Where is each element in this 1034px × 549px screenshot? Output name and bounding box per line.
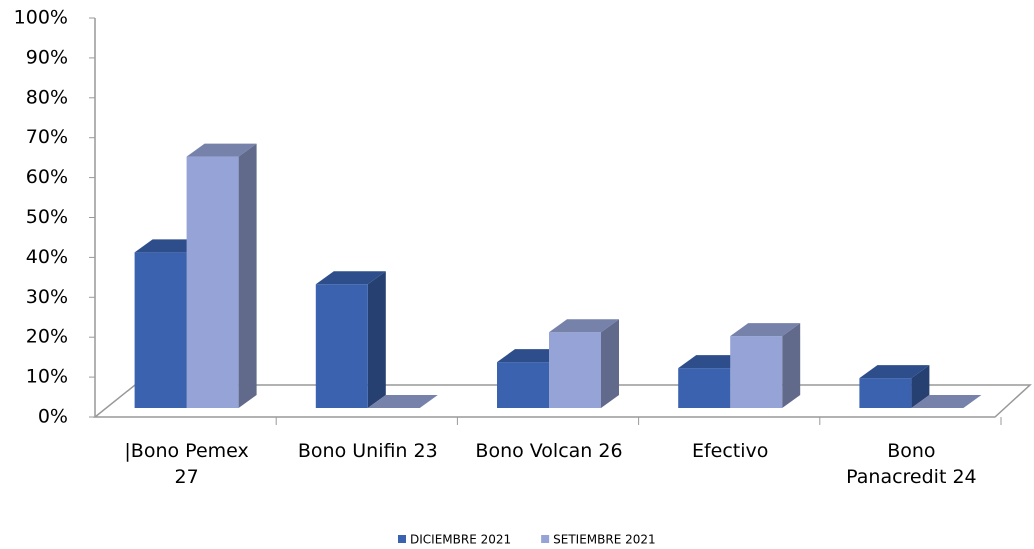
bar-front: [497, 362, 549, 408]
bar: [859, 365, 930, 408]
bar-front: [315, 284, 368, 408]
y-tick-label: 0%: [38, 406, 68, 428]
bar-top: [549, 319, 619, 333]
bar-front: [859, 378, 912, 408]
y-tick-label: 10%: [26, 366, 68, 388]
y-tick-label: 60%: [26, 166, 68, 188]
y-tick-label: 40%: [26, 246, 68, 268]
bar-top: [730, 323, 801, 337]
legend-label: SETIEMBRE 2021: [553, 533, 656, 547]
bar-side: [601, 319, 619, 408]
y-tick-label: 90%: [26, 46, 68, 68]
bar: [367, 395, 438, 408]
bar-side: [238, 143, 257, 408]
y-tick-label: 30%: [26, 286, 68, 308]
y-tick-label: 20%: [26, 326, 68, 348]
legend-swatch: [398, 535, 406, 543]
legend-label: DICIEMBRE 2021: [410, 533, 511, 547]
y-tick-label: 100%: [14, 7, 68, 29]
x-tick-label: Efectivo: [691, 440, 769, 462]
bar: [186, 143, 257, 408]
x-tick-label: Bono Panacredit 24: [846, 440, 977, 488]
bar-front: [730, 336, 783, 408]
bar-side: [911, 365, 930, 408]
x-tick-label: Bono Volcan 26: [475, 440, 623, 462]
bar-front: [134, 252, 187, 408]
bar-side: [782, 323, 801, 408]
y-tick-label: 50%: [26, 206, 68, 228]
bar-top: [859, 365, 930, 379]
bar-top: [186, 143, 257, 157]
y-tick-label: 70%: [26, 126, 68, 148]
bar-side: [367, 271, 386, 408]
y-tick-label: 80%: [26, 86, 68, 108]
bar-top: [315, 271, 386, 285]
bar-front: [549, 332, 601, 408]
bar-front: [186, 156, 239, 408]
bar-front: [678, 368, 731, 408]
bar: [549, 319, 619, 408]
bar-top: [367, 395, 438, 408]
x-tick-label: Bono Unifin 23: [297, 440, 438, 462]
x-tick-label: |Bono Pemex 27: [124, 440, 249, 488]
bar: [911, 395, 982, 408]
bar: [315, 271, 386, 408]
legend-swatch: [541, 535, 550, 543]
bar-top: [911, 395, 982, 408]
bar: [730, 323, 801, 408]
floor: [92, 384, 1032, 418]
